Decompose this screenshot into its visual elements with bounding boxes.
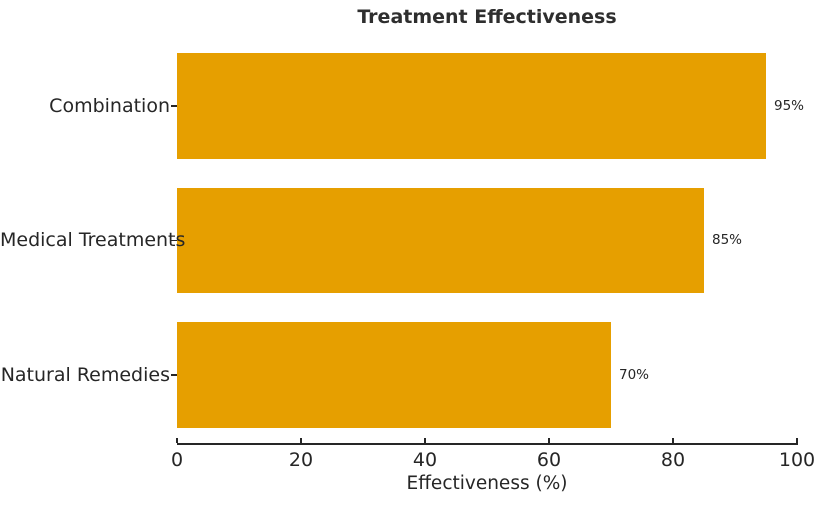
y-tick-label-natural-remedies: Natural Remedies (0, 364, 170, 387)
x-tick-mark-0 (176, 437, 178, 443)
bar-natural-remedies (177, 322, 611, 428)
y-tick-label-medical-treatments: Medical Treatments (0, 229, 186, 252)
bar-medical-treatments (177, 187, 704, 294)
y-tick-mark-combination (171, 104, 177, 107)
chart-title: Treatment Effectiveness (357, 6, 617, 28)
x-axis-line (176, 443, 798, 445)
x-tick-mark-60 (548, 437, 550, 443)
x-tick-label-60: 60 (536, 449, 562, 471)
bar-combination (177, 53, 766, 159)
x-tick-mark-20 (300, 437, 302, 443)
y-tick-label-combination: Combination (49, 94, 170, 117)
x-tick-mark-80 (672, 437, 674, 443)
x-tick-label-40: 40 (412, 449, 438, 471)
x-tick-label-20: 20 (288, 449, 314, 471)
value-label-natural-remedies: 70% (619, 367, 650, 384)
value-label-combination: 95% (774, 97, 805, 114)
x-tick-mark-100 (796, 437, 798, 443)
x-tick-label-100: 100 (778, 449, 816, 471)
y-tick-mark-natural-remedies (171, 374, 177, 376)
x-tick-mark-40 (424, 437, 426, 443)
x-axis-label: Effectiveness (%) (406, 473, 568, 494)
x-tick-label-0: 0 (170, 449, 184, 471)
value-label-medical-treatments: 85% (712, 232, 743, 249)
x-tick-label-80: 80 (660, 449, 686, 471)
y-tick-mark-medical-treatments (171, 239, 177, 242)
